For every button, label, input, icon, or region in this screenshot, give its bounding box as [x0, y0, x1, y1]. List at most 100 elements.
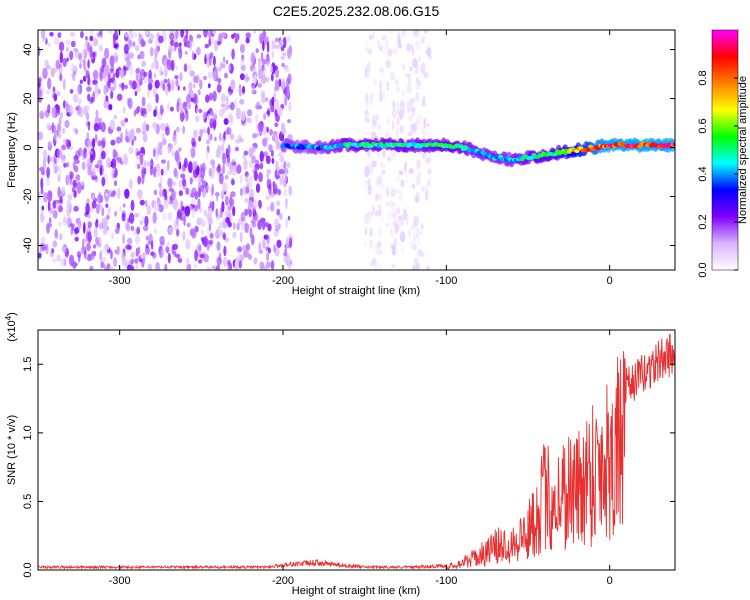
- snr-x-label: Height of straight line (km): [292, 585, 420, 597]
- noise-blob: [210, 36, 215, 44]
- noise-blob: [386, 49, 390, 55]
- noise-blob: [245, 37, 250, 44]
- noise-blob: [409, 66, 413, 72]
- noise-blob: [207, 207, 213, 216]
- noise-blob: [177, 85, 180, 91]
- noise-blob: [105, 148, 109, 156]
- noise-blob: [47, 190, 53, 202]
- noise-blob: [287, 119, 291, 124]
- noise-blob: [377, 150, 380, 159]
- noise-blob: [264, 97, 269, 103]
- noise-blob: [178, 161, 182, 170]
- noise-blob: [75, 150, 80, 160]
- noise-blob: [125, 259, 128, 268]
- noise-blob: [410, 43, 414, 51]
- noise-blob: [415, 76, 420, 87]
- noise-blob: [105, 157, 111, 169]
- noise-blob: [54, 229, 58, 239]
- noise-blob: [371, 205, 375, 215]
- noise-blob: [153, 73, 157, 79]
- noise-blob: [404, 161, 407, 173]
- noise-blob: [161, 159, 166, 164]
- noise-blob: [106, 210, 110, 216]
- noise-blob: [378, 45, 384, 52]
- noise-blob: [120, 119, 126, 127]
- noise-blob: [38, 191, 42, 201]
- spectrogram-noise: [38, 30, 432, 270]
- noise-blob: [240, 187, 243, 197]
- noise-blob: [251, 234, 255, 246]
- noise-blob: [80, 30, 84, 39]
- noise-blob: [109, 68, 114, 74]
- noise-blob: [408, 75, 411, 85]
- noise-blob: [176, 101, 180, 113]
- noise-blob: [255, 215, 259, 222]
- noise-blob: [263, 265, 268, 270]
- noise-blob: [50, 207, 54, 215]
- noise-blob: [262, 30, 267, 38]
- noise-blob: [174, 150, 179, 162]
- noise-blob: [374, 261, 378, 270]
- noise-blob: [112, 148, 117, 159]
- noise-blob: [85, 36, 88, 41]
- noise-blob: [218, 213, 224, 219]
- noise-blob: [47, 77, 52, 90]
- noise-blob: [260, 90, 266, 98]
- noise-blob: [283, 188, 287, 197]
- noise-blob: [150, 79, 154, 84]
- noise-blob: [197, 176, 202, 185]
- noise-blob: [243, 250, 249, 258]
- noise-blob: [53, 131, 58, 142]
- noise-blob: [56, 90, 61, 97]
- noise-blob: [144, 199, 148, 208]
- noise-blob: [366, 62, 371, 74]
- noise-blob: [186, 222, 191, 228]
- noise-blob: [51, 106, 57, 119]
- noise-blob: [166, 241, 170, 247]
- noise-blob: [124, 84, 129, 90]
- noise-blob: [179, 216, 184, 221]
- noise-blob: [57, 186, 61, 198]
- noise-blob: [258, 249, 264, 255]
- noise-blob: [378, 227, 382, 239]
- noise-blob: [235, 107, 242, 120]
- noise-blob: [134, 234, 140, 245]
- noise-blob: [415, 262, 420, 270]
- noise-blob: [100, 30, 103, 39]
- y-tick-label: 0.5: [22, 494, 34, 509]
- noise-blob: [200, 229, 204, 236]
- noise-blob: [280, 123, 284, 135]
- noise-blob: [216, 241, 221, 252]
- noise-blob: [115, 68, 120, 79]
- y-tick-label: 40: [22, 43, 34, 55]
- noise-blob: [364, 166, 370, 178]
- noise-blob: [143, 159, 147, 169]
- noise-blob: [145, 235, 149, 241]
- noise-blob: [61, 154, 66, 164]
- noise-blob: [104, 196, 109, 203]
- noise-blob: [245, 32, 251, 39]
- noise-blob: [392, 47, 398, 56]
- noise-blob: [59, 233, 63, 241]
- noise-blob: [222, 56, 226, 63]
- noise-blob: [69, 223, 75, 228]
- noise-blob: [69, 31, 76, 37]
- noise-blob: [38, 87, 42, 98]
- noise-blob: [210, 159, 216, 166]
- noise-blob: [57, 174, 61, 182]
- noise-blob: [180, 30, 184, 38]
- noise-blob: [91, 167, 96, 177]
- noise-blob: [386, 120, 390, 127]
- noise-blob: [102, 136, 107, 141]
- noise-blob: [93, 227, 98, 238]
- spectrogram-y-axis: -40 -20 0 20 40: [22, 43, 675, 253]
- noise-blob: [59, 73, 63, 82]
- noise-blob: [220, 103, 226, 108]
- noise-blob: [155, 123, 160, 135]
- noise-blob: [216, 256, 222, 266]
- noise-blob: [398, 109, 404, 120]
- noise-blob: [238, 260, 243, 269]
- x-tick-label: 0: [607, 275, 613, 287]
- noise-blob: [217, 77, 222, 83]
